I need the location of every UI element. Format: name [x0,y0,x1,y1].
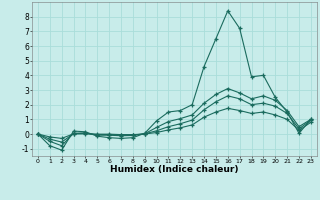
X-axis label: Humidex (Indice chaleur): Humidex (Indice chaleur) [110,165,239,174]
